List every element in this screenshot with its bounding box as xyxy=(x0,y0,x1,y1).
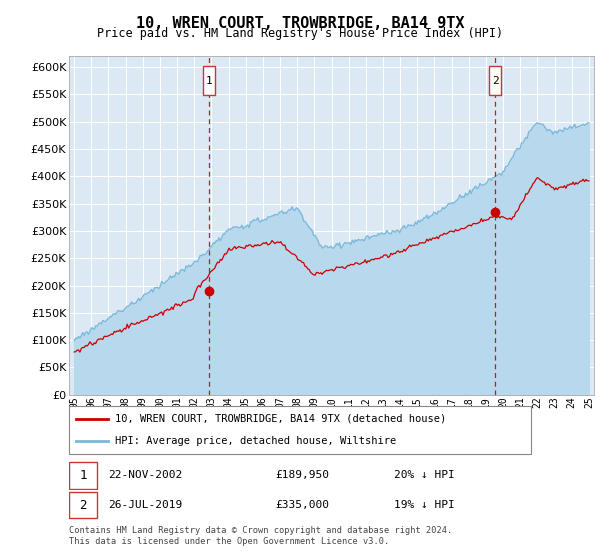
Text: 20% ↓ HPI: 20% ↓ HPI xyxy=(394,470,455,480)
Text: 19% ↓ HPI: 19% ↓ HPI xyxy=(394,500,455,510)
FancyBboxPatch shape xyxy=(69,463,97,488)
FancyBboxPatch shape xyxy=(69,406,531,454)
FancyBboxPatch shape xyxy=(489,66,501,95)
Text: £335,000: £335,000 xyxy=(275,500,329,510)
Text: 1: 1 xyxy=(79,469,86,482)
FancyBboxPatch shape xyxy=(203,66,215,95)
Text: Price paid vs. HM Land Registry's House Price Index (HPI): Price paid vs. HM Land Registry's House … xyxy=(97,27,503,40)
Text: 2: 2 xyxy=(79,498,86,512)
Text: 2: 2 xyxy=(492,76,499,86)
Text: Contains HM Land Registry data © Crown copyright and database right 2024.
This d: Contains HM Land Registry data © Crown c… xyxy=(69,526,452,546)
Text: 10, WREN COURT, TROWBRIDGE, BA14 9TX: 10, WREN COURT, TROWBRIDGE, BA14 9TX xyxy=(136,16,464,31)
Text: 26-JUL-2019: 26-JUL-2019 xyxy=(108,500,182,510)
Text: 10, WREN COURT, TROWBRIDGE, BA14 9TX (detached house): 10, WREN COURT, TROWBRIDGE, BA14 9TX (de… xyxy=(115,414,446,424)
Text: £189,950: £189,950 xyxy=(275,470,329,480)
Text: 1: 1 xyxy=(206,76,213,86)
Text: 22-NOV-2002: 22-NOV-2002 xyxy=(108,470,182,480)
FancyBboxPatch shape xyxy=(69,492,97,518)
Text: HPI: Average price, detached house, Wiltshire: HPI: Average price, detached house, Wilt… xyxy=(115,436,397,446)
